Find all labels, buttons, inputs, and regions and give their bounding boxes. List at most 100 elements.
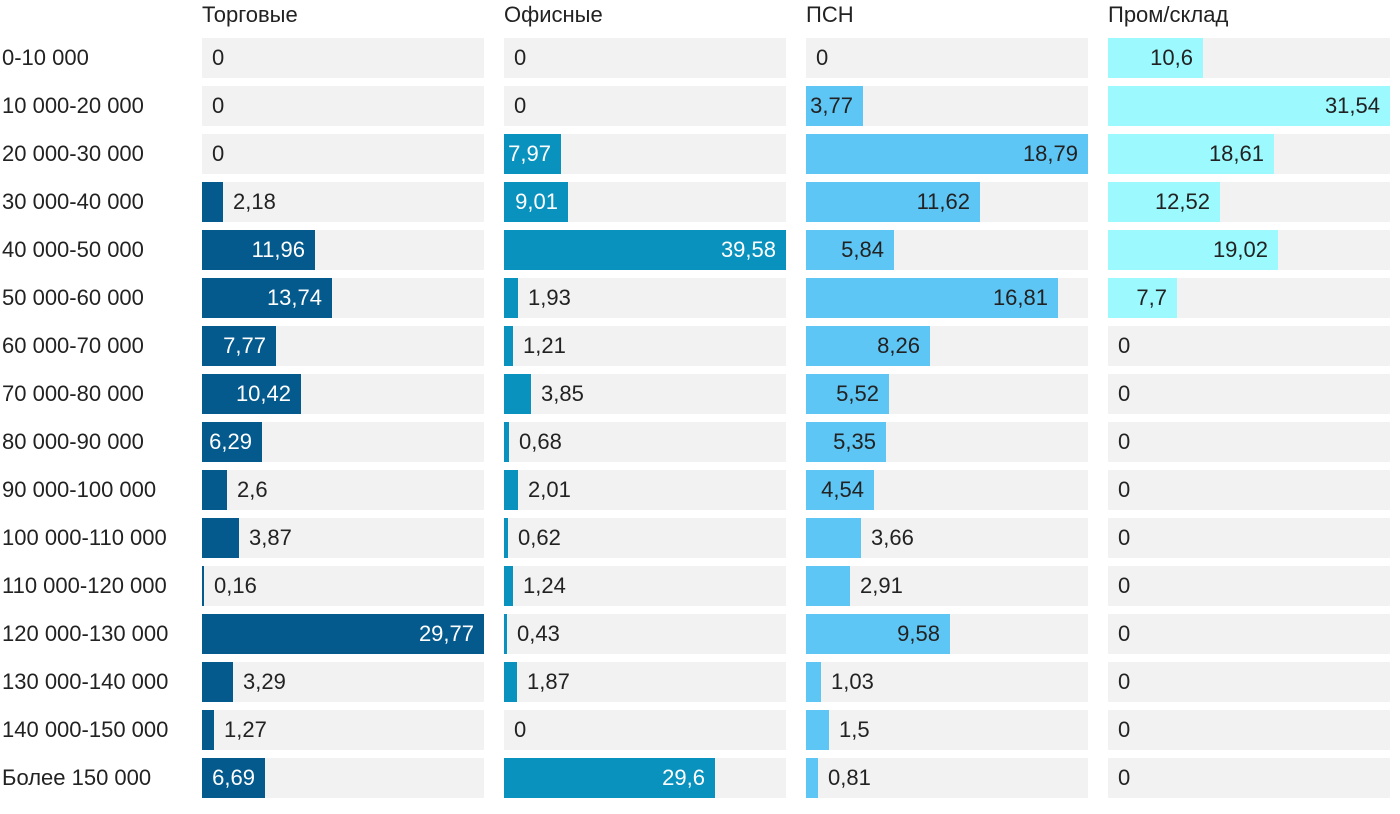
bar <box>504 326 513 366</box>
bar <box>806 470 874 510</box>
bar-track: 1,87 <box>504 662 786 702</box>
bar-track: 6,29 <box>202 422 484 462</box>
bar-track: 1,27 <box>202 710 484 750</box>
value-label: 11,62 <box>916 189 970 214</box>
bar <box>504 230 786 270</box>
bar <box>1108 86 1390 126</box>
bar-track: 39,58 <box>504 230 786 270</box>
bar-track: 2,01 <box>504 470 786 510</box>
value-label: 6,29 <box>209 429 252 454</box>
value-label: 5,52 <box>836 381 879 406</box>
bar-track: 0,16 <box>202 566 484 606</box>
value-label: 0 <box>1118 621 1131 646</box>
value-label: 1,87 <box>527 669 570 694</box>
bar <box>806 230 894 270</box>
bar <box>202 182 223 222</box>
value-label: 19,02 <box>1212 237 1268 262</box>
bar <box>504 278 518 318</box>
row-label: 100 000-110 000 <box>2 525 167 550</box>
row-label: 60 000-70 000 <box>2 333 144 358</box>
bar-track: 12,52 <box>1108 182 1390 222</box>
bar <box>202 518 239 558</box>
value-label: 29,77 <box>418 621 474 646</box>
bar-track: 0 <box>504 710 786 750</box>
bar-track: 8,26 <box>806 326 1088 366</box>
bar-track: 16,81 <box>806 278 1088 318</box>
value-label: 0 <box>514 45 527 70</box>
row-label: 140 000-150 000 <box>2 717 169 742</box>
value-label: 1,5 <box>839 717 870 742</box>
bar <box>504 134 561 174</box>
value-label: 0 <box>1118 429 1131 454</box>
bar-track: 5,52 <box>806 374 1088 414</box>
bar <box>806 326 930 366</box>
row-label: 30 000-40 000 <box>2 189 144 214</box>
bar <box>1108 182 1220 222</box>
bar-track: 0,62 <box>504 518 786 558</box>
row-label: 70 000-80 000 <box>2 381 144 406</box>
column-header: Офисные <box>504 2 603 27</box>
bar-track: 11,62 <box>806 182 1088 222</box>
bar-track: 0 <box>202 134 484 174</box>
bar-track: 2,91 <box>806 566 1088 606</box>
bar-track: 31,54 <box>1108 86 1390 126</box>
row-label: 130 000-140 000 <box>2 669 169 694</box>
value-label: 7,77 <box>223 333 266 358</box>
bar <box>806 566 850 606</box>
bar-track: 0,43 <box>504 614 786 654</box>
value-label: 0,16 <box>214 573 257 598</box>
value-label: 4,54 <box>821 477 864 502</box>
bar-track: 4,54 <box>806 470 1088 510</box>
bar-track: 18,61 <box>1108 134 1390 174</box>
bar-track: 29,6 <box>504 758 786 798</box>
value-label: 2,91 <box>860 573 903 598</box>
bar <box>806 134 1088 174</box>
bar <box>202 758 265 798</box>
value-label: 9,01 <box>515 189 558 214</box>
bar <box>806 182 980 222</box>
value-label: 2,01 <box>528 477 571 502</box>
value-label: 0 <box>514 93 527 118</box>
bar-track: 7,7 <box>1108 278 1390 318</box>
bar <box>806 422 886 462</box>
value-label: 3,66 <box>871 525 914 550</box>
value-label: 0 <box>1118 381 1131 406</box>
bar <box>504 374 531 414</box>
bar-track: 19,02 <box>1108 230 1390 270</box>
value-label: 39,58 <box>720 237 776 262</box>
value-label: 0 <box>212 93 225 118</box>
column-header: Торговые <box>202 2 298 27</box>
bar-track: 0 <box>1108 566 1390 606</box>
value-label: 1,21 <box>523 333 566 358</box>
column-header: Пром/склад <box>1108 2 1229 27</box>
value-label: 10,42 <box>235 381 291 406</box>
value-label: 0,68 <box>519 429 562 454</box>
value-label: 0 <box>514 717 527 742</box>
bar-track: 9,01 <box>504 182 786 222</box>
row-label: 20 000-30 000 <box>2 141 144 166</box>
value-label: 3,87 <box>249 525 292 550</box>
value-label: 2,18 <box>233 189 276 214</box>
value-label: 3,85 <box>541 381 584 406</box>
bar-track: 1,21 <box>504 326 786 366</box>
bar-track: 0 <box>1108 614 1390 654</box>
bar <box>504 422 509 462</box>
value-label: 0 <box>1118 333 1131 358</box>
bar <box>202 326 276 366</box>
bar-track: 13,74 <box>202 278 484 318</box>
bar <box>806 614 950 654</box>
bar <box>806 758 818 798</box>
value-label: 0 <box>1118 765 1131 790</box>
row-label: 80 000-90 000 <box>2 429 144 454</box>
bar-track: 6,69 <box>202 758 484 798</box>
row-label: 0-10 000 <box>2 45 89 70</box>
bar <box>202 470 227 510</box>
bar <box>202 662 233 702</box>
bar-track: 10,42 <box>202 374 484 414</box>
bar <box>202 422 262 462</box>
bar-track: 0,68 <box>504 422 786 462</box>
bar <box>202 710 214 750</box>
bar <box>202 278 332 318</box>
bar-track: 0 <box>1108 518 1390 558</box>
bar <box>806 86 863 126</box>
